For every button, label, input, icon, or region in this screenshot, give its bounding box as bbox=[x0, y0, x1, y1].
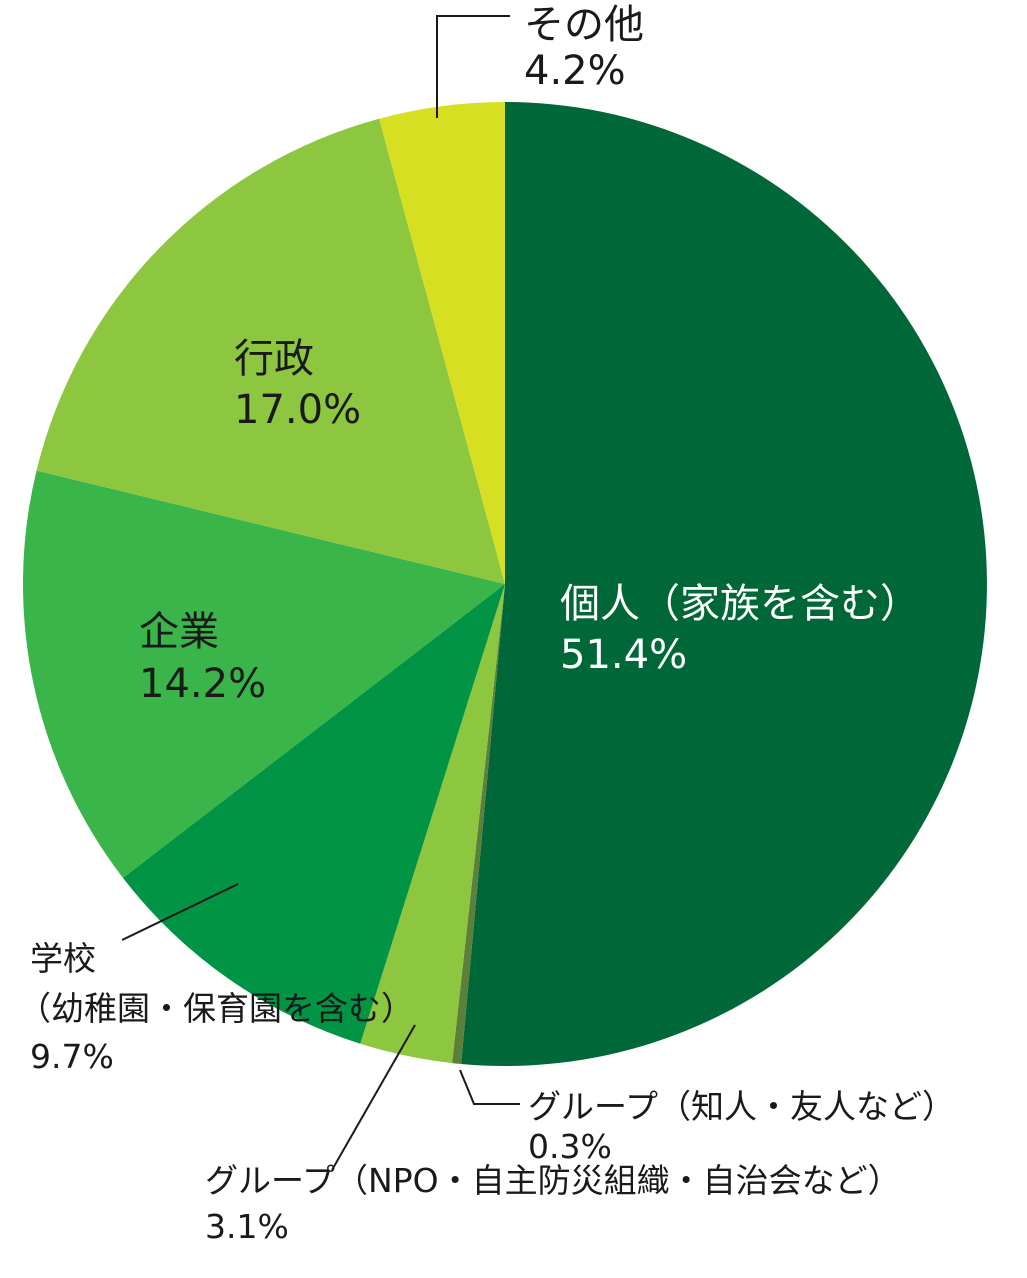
label-group-friends-name: グループ（知人・友人など） bbox=[528, 1087, 955, 1126]
label-government-name: 行政 bbox=[234, 336, 314, 382]
leader-line-other bbox=[436, 15, 510, 118]
label-school-subname: （幼稚園・保育園を含む） bbox=[18, 989, 414, 1028]
label-individual-name: 個人（家族を含む） bbox=[560, 581, 920, 627]
pie-slice-school bbox=[122, 584, 505, 1044]
leader-line-group-npo bbox=[331, 1024, 416, 1171]
pie-slice-group_friends bbox=[452, 584, 505, 1064]
leader-line-school bbox=[121, 883, 239, 941]
label-school-name: 学校 bbox=[30, 939, 96, 978]
label-group-friends-value: 0.3% bbox=[528, 1127, 612, 1166]
pie-slices bbox=[22, 102, 987, 1066]
pie-slice-government bbox=[36, 118, 506, 584]
pie-slice-company bbox=[22, 470, 506, 878]
label-group-npo-value: 3.1% bbox=[205, 1207, 289, 1246]
label-company-name: 企業 bbox=[139, 609, 219, 655]
label-company-value: 14.2% bbox=[139, 661, 266, 707]
label-government-value: 17.0% bbox=[234, 387, 361, 433]
label-other-name: その他 bbox=[524, 2, 644, 48]
pie-slice-other bbox=[379, 102, 505, 584]
label-individual-value: 51.4% bbox=[560, 632, 687, 678]
label-group-npo-name: グループ（NPO・自主防災組織・自治会など） bbox=[205, 1161, 901, 1200]
leader-line-group-friends bbox=[459, 1069, 520, 1105]
pie-slice-individual bbox=[461, 102, 987, 1066]
pie-slice-group_npo bbox=[360, 584, 505, 1064]
label-school-value: 9.7% bbox=[30, 1037, 114, 1076]
label-other-value: 4.2% bbox=[524, 48, 626, 94]
